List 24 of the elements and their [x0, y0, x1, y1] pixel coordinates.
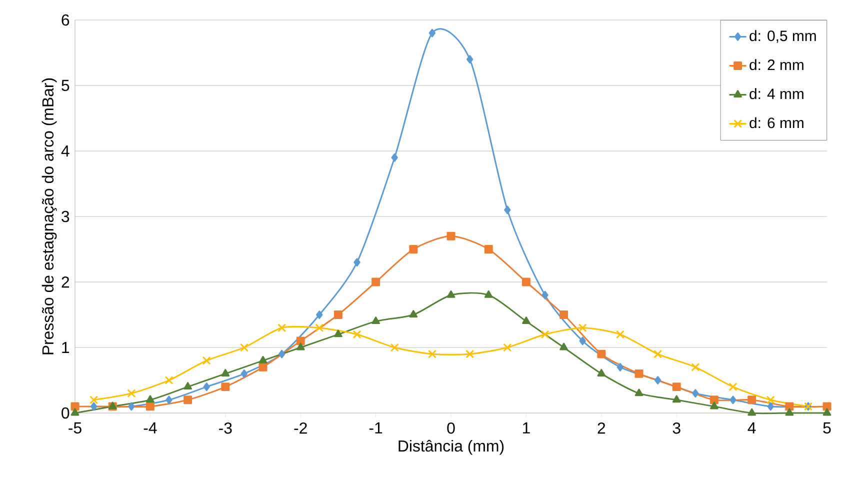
legend-label: d: 6 mm: [750, 117, 804, 128]
x-tick-label: 0: [447, 422, 455, 434]
y-axis-title: Pressão de estagnação do arco (mBar): [42, 78, 57, 354]
legend-label: d: 4 mm: [750, 88, 804, 100]
y-tick-label: 1: [62, 342, 70, 353]
y-tick-label: 5: [62, 80, 70, 92]
x-tick-label: -2: [294, 422, 307, 434]
x-tick-label: -1: [369, 422, 382, 434]
x-tick-label: 5: [823, 422, 831, 434]
x-tick-label: -3: [219, 422, 232, 434]
y-tick-label: 4: [61, 146, 70, 156]
y-tick-label: 3: [62, 210, 70, 222]
y-tick-label: 6: [62, 14, 70, 26]
y-tick-label: 2: [62, 276, 70, 288]
x-tick-label: -4: [144, 422, 157, 434]
x-axis-title: Distância (mm): [398, 440, 504, 455]
x-tick-label: 2: [598, 422, 606, 434]
legend-label: d: 0,5 mm: [750, 30, 816, 43]
y-tick-label: 0: [62, 407, 70, 419]
x-tick-label: 3: [672, 422, 680, 434]
x-tick-label: 4: [748, 422, 756, 434]
legend-label: d: 2 mm: [750, 59, 804, 70]
x-tick-label: 1: [522, 422, 530, 434]
x-tick-label: -5: [68, 422, 82, 434]
